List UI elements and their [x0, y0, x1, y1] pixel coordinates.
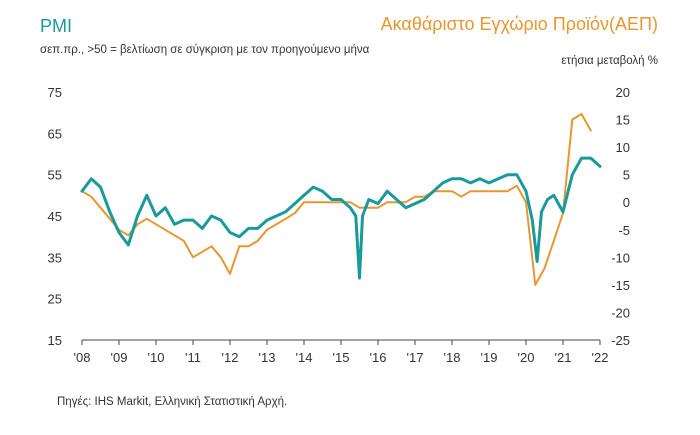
gdp-axis-title: Ακαθάριστο Εγχώριο Προϊόν(ΑΕΠ)	[380, 14, 658, 34]
x-tick-label: '13	[259, 350, 276, 365]
x-axis: '08 '09 '10 '11 '12 '13 '14 '15 '16 '17 '18 '19 '20 '…	[74, 339, 609, 365]
left-y-tick-label: 15	[48, 333, 62, 348]
left-y-tick-label: 45	[48, 209, 62, 224]
right-y-tick-label: 10	[616, 140, 630, 155]
right-y-tick-label: -5	[618, 223, 630, 238]
x-tick-label: '11	[185, 350, 201, 365]
right-y-tick-label: -10	[611, 250, 630, 265]
right-y-tick-label: 15	[616, 113, 630, 128]
pmi-subtitle: σεπ.πρ., >50 = βελτίωση σε σύγκριση με τ…	[40, 44, 370, 56]
x-tick-label: '16	[370, 350, 387, 365]
source-note: Πηγές: IHS Markit, Ελληνική Στατιστική Α…	[57, 396, 288, 408]
x-tick-label: '21	[555, 350, 572, 365]
x-tick-label: '17	[407, 350, 424, 365]
pmi-axis-title: PMI	[40, 16, 73, 36]
left-y-tick-label: 35	[48, 250, 62, 265]
right-y-tick-label: -15	[611, 278, 630, 293]
left-y-tick-label: 25	[48, 292, 62, 307]
right-y-tick-label: 20	[616, 85, 630, 100]
x-tick-label: '20	[518, 350, 535, 365]
pmi-line	[80, 156, 602, 280]
right-y-tick-label: 0	[623, 195, 630, 210]
x-tick-label: '08	[74, 350, 91, 365]
x-tick-label: '12	[222, 350, 239, 365]
series-layer	[80, 113, 602, 286]
x-tick-label: '09	[111, 350, 128, 365]
x-tick-label: '15	[333, 350, 350, 365]
gdp-line	[81, 113, 592, 286]
right-y-tick-label: 5	[623, 168, 630, 183]
left-y-tick-label: 75	[48, 85, 62, 100]
gdp-subtitle: ετήσια μεταβολή %	[561, 55, 658, 67]
x-tick-label: '14	[296, 350, 313, 365]
right-y-tick-label: -25	[611, 333, 630, 348]
right-y-axis-ticks: 20 15 10 5 0 -5 -10 -15 -20 -25	[611, 85, 630, 348]
right-y-tick-label: -20	[611, 305, 630, 320]
left-y-tick-label: 55	[48, 168, 62, 183]
x-tick-label: '22	[592, 350, 609, 365]
x-tick-label: '10	[148, 350, 165, 365]
left-y-tick-label: 65	[48, 126, 62, 141]
left-y-axis-ticks: 75 65 55 45 35 25 15	[48, 85, 62, 348]
x-tick-label: '18	[444, 350, 461, 365]
x-tick-label: '19	[481, 350, 498, 365]
